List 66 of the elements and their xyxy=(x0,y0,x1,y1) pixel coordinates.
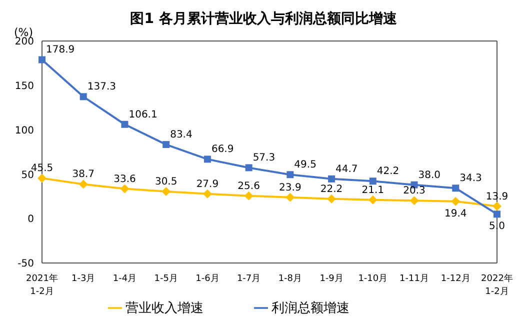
x-tick-label: 1-7月 xyxy=(236,274,261,284)
legend-label: 营业收入增速 xyxy=(126,301,204,316)
data-label: 21.1 xyxy=(362,184,384,196)
point xyxy=(120,184,130,194)
x-tick-label: 1-12月 xyxy=(440,274,470,284)
data-label: 34.3 xyxy=(460,173,482,184)
point xyxy=(452,184,460,192)
y-tick-label: 50 xyxy=(21,170,34,181)
y-axis-title: (%) xyxy=(14,26,34,39)
point xyxy=(121,120,128,128)
x-tick-label: 1-5月 xyxy=(154,274,178,284)
point xyxy=(451,196,460,206)
data-label: 33.6 xyxy=(114,174,136,185)
x-tick-label: 2022年 1-2月 xyxy=(481,273,513,297)
data-label: 27.9 xyxy=(196,178,219,190)
data-label: 137.3 xyxy=(87,82,116,93)
x-tick-label: 1-3月 xyxy=(72,274,96,284)
data-label: 66.9 xyxy=(211,144,234,156)
y-tick-label: 0 xyxy=(28,214,34,226)
point xyxy=(245,164,252,172)
x-tick-label: 1-4月 xyxy=(112,274,137,284)
data-label: 57.3 xyxy=(252,152,276,164)
point xyxy=(38,56,46,64)
data-label: 19.4 xyxy=(444,208,467,220)
y-tick-label: 200 xyxy=(14,36,34,48)
point xyxy=(492,202,502,211)
data-label: 106.1 xyxy=(128,109,158,120)
point xyxy=(162,141,170,148)
legend-label: 利润总额增速 xyxy=(272,301,350,316)
point xyxy=(494,210,500,218)
y-tick-label: 100 xyxy=(14,125,34,136)
point xyxy=(204,156,211,163)
data-label: 38.7 xyxy=(72,169,94,180)
point xyxy=(162,187,171,196)
point xyxy=(328,175,336,182)
point xyxy=(286,192,295,202)
point xyxy=(286,171,294,178)
x-tick-label: 1-8月 xyxy=(278,274,302,284)
point xyxy=(80,93,87,100)
point xyxy=(202,189,212,198)
point xyxy=(244,191,254,200)
point xyxy=(368,195,378,204)
point xyxy=(327,194,336,204)
data-label: 25.6 xyxy=(238,180,260,192)
y-tick-label: -50 xyxy=(18,258,34,270)
data-label: 23.9 xyxy=(279,182,302,194)
data-label: 83.4 xyxy=(170,130,192,141)
y-tick-label: 150 xyxy=(14,80,34,92)
data-label: 38.0 xyxy=(418,170,441,181)
data-label: 44.7 xyxy=(336,164,358,175)
x-tick-label: 1-10月 xyxy=(358,274,388,284)
x-tick-label: 2021年 1-2月 xyxy=(26,273,58,297)
x-tick-label: 1-9月 xyxy=(320,274,344,284)
point xyxy=(38,174,46,183)
point xyxy=(410,196,419,206)
data-label: 20.3 xyxy=(403,186,426,197)
chart-title: 图1 各月累计营业收入与利润总额同比增速 xyxy=(130,11,397,27)
point xyxy=(369,178,376,185)
data-label: 42.2 xyxy=(376,166,400,178)
data-label: 22.2 xyxy=(320,184,343,195)
data-label: 49.5 xyxy=(294,160,316,171)
point xyxy=(78,180,88,189)
x-tick-label: 1-6月 xyxy=(196,274,220,284)
data-label: 30.5 xyxy=(154,176,178,188)
data-label: 178.9 xyxy=(46,44,75,56)
x-tick-label: 1-11月 xyxy=(400,274,429,284)
